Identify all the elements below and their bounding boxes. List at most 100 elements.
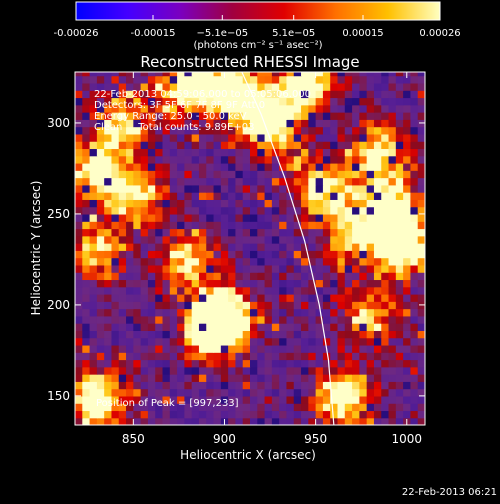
heatmap-cell — [366, 272, 375, 281]
heatmap-cell — [344, 257, 353, 266]
heatmap-cell — [373, 293, 382, 302]
heatmap-cell — [395, 119, 404, 128]
heatmap-cell — [257, 126, 266, 135]
heatmap-cell — [111, 155, 120, 164]
heatmap-cell — [118, 148, 127, 157]
heatmap-cell — [381, 184, 390, 193]
heatmap-cell — [147, 301, 156, 310]
heatmap-cell — [271, 374, 280, 382]
heatmap-cell — [417, 192, 425, 200]
heatmap-cell — [89, 133, 98, 142]
heatmap-cell — [206, 90, 215, 99]
heatmap-cell — [118, 323, 127, 331]
heatmap-cell — [395, 330, 404, 339]
heatmap-cell — [140, 177, 149, 186]
heatmap-cell — [388, 141, 397, 150]
heatmap-cell — [111, 279, 120, 288]
heatmap-cell — [155, 90, 164, 99]
heatmap-cell — [111, 126, 120, 135]
heatmap-cell — [359, 293, 368, 302]
heatmap-cell — [118, 272, 127, 281]
heatmap-cell — [140, 235, 149, 244]
heatmap-cell — [301, 410, 309, 419]
heatmap-cell — [220, 82, 229, 91]
heatmap-cell — [191, 272, 200, 281]
heatmap-cell — [352, 344, 360, 353]
heatmap-cell — [410, 75, 419, 84]
heatmap-cell — [403, 381, 412, 390]
heatmap-cell — [395, 126, 404, 135]
heatmap-cell — [381, 323, 390, 331]
heatmap-cell — [388, 293, 397, 302]
heatmap-cell — [198, 133, 207, 142]
heatmap-cell — [206, 72, 215, 77]
heatmap-cell — [344, 126, 353, 135]
heatmap-cell — [82, 352, 91, 361]
colorbar-units: (photons cm⁻² s⁻¹ asec⁻²) — [193, 40, 322, 51]
heatmap-cell — [373, 119, 382, 128]
heatmap-cell — [264, 359, 273, 368]
heatmap-cell — [373, 133, 382, 142]
heatmap-cell — [177, 104, 185, 113]
heatmap-cell — [140, 388, 149, 397]
heatmap-cell — [104, 272, 113, 281]
heatmap-cell — [220, 243, 229, 251]
heatmap-cell — [337, 410, 346, 419]
heatmap-cell — [220, 381, 229, 390]
heatmap-cell — [242, 337, 251, 346]
heatmap-cell — [271, 359, 280, 368]
heatmap-cell — [184, 381, 193, 390]
heatmap-cell — [264, 243, 273, 251]
heatmap-cell — [220, 410, 229, 419]
heatmap-cell — [381, 90, 390, 99]
heatmap-cell — [286, 388, 295, 397]
heatmap-cell — [293, 141, 302, 150]
heatmap-cell — [388, 352, 397, 361]
heatmap-cell — [75, 155, 83, 164]
heatmap-cell — [308, 279, 317, 288]
heatmap-cell — [286, 250, 295, 259]
heatmap-cell — [213, 410, 222, 419]
heatmap-cell — [96, 148, 105, 157]
heatmap-cell — [155, 133, 164, 142]
heatmap-cell — [191, 250, 200, 259]
heatmap-cell — [403, 170, 412, 179]
heatmap-cell — [330, 250, 339, 259]
heatmap-cell — [417, 359, 425, 368]
heatmap-cell — [403, 148, 412, 157]
heatmap-cell — [264, 308, 273, 317]
heatmap-cell — [198, 112, 207, 120]
heatmap-cell — [322, 395, 331, 404]
heatmap-cell — [228, 352, 237, 361]
heatmap-cell — [410, 272, 419, 281]
heatmap-cell — [206, 177, 215, 186]
heatmap-cell — [184, 403, 193, 412]
heatmap-cell — [330, 206, 339, 215]
heatmap-cell — [301, 199, 309, 208]
heatmap-cell — [264, 184, 273, 193]
heatmap-cell — [184, 243, 193, 251]
heatmap-cell — [96, 330, 105, 339]
heatmap-cell — [177, 148, 185, 157]
heatmap-cell — [301, 82, 309, 91]
heatmap-cell — [155, 97, 164, 106]
heatmap-cell — [330, 235, 339, 244]
heatmap-cell — [271, 279, 280, 288]
heatmap-cell — [111, 272, 120, 281]
heatmap-cell — [271, 417, 280, 425]
heatmap-cell — [279, 82, 288, 91]
heatmap-cell — [315, 141, 324, 150]
heatmap-cell — [293, 359, 302, 368]
heatmap-cell — [118, 410, 127, 419]
heatmap-cell — [352, 141, 360, 150]
heatmap-cell — [403, 272, 412, 281]
heatmap-cell — [286, 344, 295, 353]
heatmap-cell — [162, 250, 171, 259]
heatmap-cell — [359, 206, 368, 215]
heatmap-cell — [242, 72, 251, 77]
heatmap-cell — [89, 374, 98, 382]
heatmap-cell — [293, 315, 302, 324]
heatmap-cell — [228, 162, 237, 171]
heatmap-cell — [213, 374, 222, 382]
heatmap-cell — [337, 184, 346, 193]
